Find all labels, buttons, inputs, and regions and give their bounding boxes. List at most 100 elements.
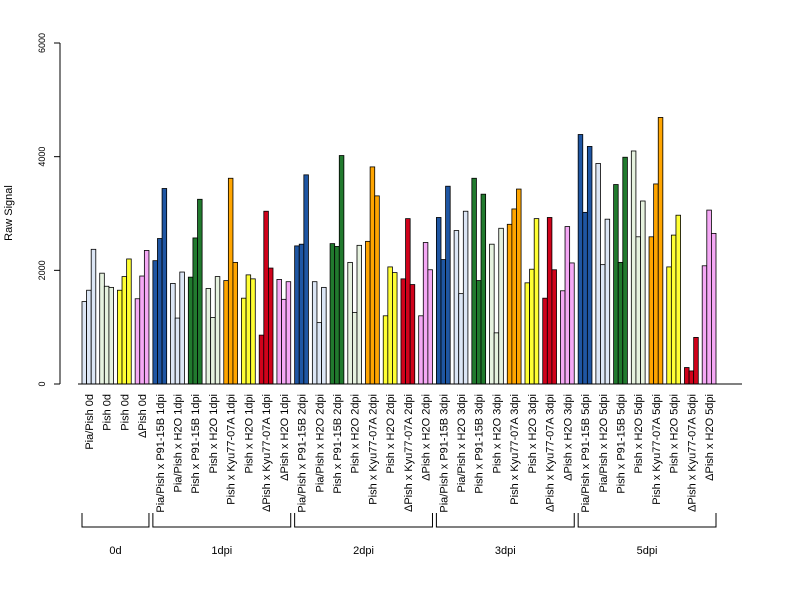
- x-tick-label: Pish x P91-15B 3dpi: [474, 394, 486, 494]
- x-tick-label: Pish x H2O 3dpi: [491, 394, 503, 473]
- bar: [267, 267, 274, 385]
- bar: [347, 261, 353, 385]
- y-tick-label: 6000: [37, 33, 47, 53]
- x-tick-labels: Pia/Pish 0d Pish 0d Pish 0d ΔPish 0d Pia/Pis…: [84, 394, 716, 513]
- bar: [210, 317, 216, 385]
- bar: [405, 218, 411, 385]
- bar: [648, 236, 655, 385]
- x-tick-label: ΔPish x H2O 1dpi: [279, 394, 291, 481]
- bar: [143, 250, 150, 385]
- bar: [134, 298, 141, 385]
- bar: [409, 284, 416, 385]
- bar: [582, 211, 588, 385]
- bar: [387, 266, 393, 385]
- bar: [506, 223, 513, 385]
- group-label: 0d: [109, 545, 121, 557]
- bar: [435, 217, 442, 385]
- bar: [187, 276, 194, 385]
- bar: [418, 315, 424, 385]
- group-label: 1dpi: [211, 545, 232, 557]
- y-tick-label: 4000: [37, 147, 47, 167]
- bar: [157, 238, 163, 385]
- bar: [617, 261, 624, 385]
- x-tick-label: Pish 0d: [119, 394, 131, 431]
- bar: [351, 311, 358, 385]
- bar: [595, 163, 601, 385]
- bar: [258, 334, 265, 385]
- bars-layer: [81, 117, 717, 385]
- bar: [701, 265, 708, 385]
- bar: [356, 244, 362, 385]
- x-tick-label: Pia/Pish x H2O 2dpi: [314, 394, 326, 492]
- x-tick-label: ΔPish x Kyu77-07A 2dpi: [403, 394, 415, 512]
- bar: [635, 236, 641, 385]
- bar: [316, 322, 322, 385]
- bar: [108, 286, 114, 385]
- bar: [586, 146, 593, 385]
- bar: [657, 117, 664, 385]
- x-tick-label: Pish x Kyu77-07A 1dpi: [226, 394, 238, 505]
- bar: [684, 367, 690, 385]
- bar: [245, 274, 252, 385]
- x-tick-label: Pish x Kyu77-07A 2dpi: [367, 394, 379, 505]
- bar: [498, 227, 504, 385]
- y-tick-label: 0: [37, 381, 47, 386]
- bar: [121, 276, 128, 385]
- bar: [214, 276, 221, 385]
- bar: [542, 297, 548, 385]
- x-tick-label: Pia/Pish x P91-15B 1dpi: [155, 394, 167, 513]
- x-tick-label: ΔPish x Kyu77-07A 5dpi: [686, 394, 698, 512]
- bar: [86, 289, 92, 385]
- x-tick-label: Pia/Pish 0d: [84, 394, 96, 450]
- y-axis: 0 2000 4000 6000: [37, 33, 61, 387]
- bar: [329, 243, 336, 385]
- bar: [462, 210, 469, 385]
- bar: [471, 177, 477, 385]
- bar: [458, 293, 464, 385]
- x-tick-label: Pish x Kyu77-07A 3dpi: [509, 394, 521, 505]
- group-bracket: [81, 513, 150, 528]
- bar: [489, 243, 495, 385]
- x-tick-label: Pish x H2O 1dpi: [208, 394, 220, 473]
- group-brackets: 0d 1dpi 2dpi 3dpi 5dpi: [81, 513, 717, 557]
- group-bracket: [435, 513, 575, 528]
- x-tick-label: Pia/Pish x P91-15B 3dpi: [438, 394, 450, 513]
- bar: [493, 332, 500, 385]
- bar: [311, 281, 318, 385]
- bar: [560, 290, 566, 385]
- bar: [427, 269, 433, 385]
- group-label: 5dpi: [637, 545, 658, 557]
- bar: [529, 268, 535, 385]
- x-tick-label: Pia/Pish x H2O 1dpi: [173, 394, 185, 492]
- bar: [374, 195, 380, 385]
- x-tick-label: ΔPish x Kyu77-07A 1dpi: [261, 394, 273, 512]
- bar: [161, 188, 168, 385]
- bar: [622, 156, 628, 385]
- bar: [263, 210, 269, 385]
- bar: [445, 185, 451, 385]
- bar: [675, 214, 681, 385]
- bar: [440, 259, 446, 385]
- bar: [693, 336, 699, 385]
- bar: [511, 208, 517, 385]
- bar: [170, 282, 176, 385]
- bar: [321, 286, 327, 385]
- x-tick-label: ΔPish x Kyu77-07A 3dpi: [545, 394, 557, 512]
- x-tick-label: Pish x H2O 2dpi: [385, 394, 397, 473]
- bar: [223, 280, 229, 385]
- bar: [192, 237, 198, 385]
- x-tick-label: Pish x H2O 3dpi: [527, 394, 539, 473]
- x-tick-label: ΔPish x H2O 2dpi: [421, 394, 433, 481]
- bar: [422, 242, 429, 385]
- bar: [250, 278, 256, 385]
- bar: [453, 230, 460, 385]
- x-tick-label: Pish x H2O 2dpi: [350, 394, 362, 473]
- bar: [90, 248, 97, 385]
- x-tick-label: Pish x P91-15B 1dpi: [190, 394, 202, 494]
- bar: [227, 177, 234, 385]
- bar: [600, 264, 606, 385]
- bar: [706, 209, 712, 385]
- x-tick-label: Pish x P91-15B 5dpi: [616, 394, 628, 494]
- y-tick-label: 2000: [37, 260, 47, 280]
- bar: [577, 134, 584, 385]
